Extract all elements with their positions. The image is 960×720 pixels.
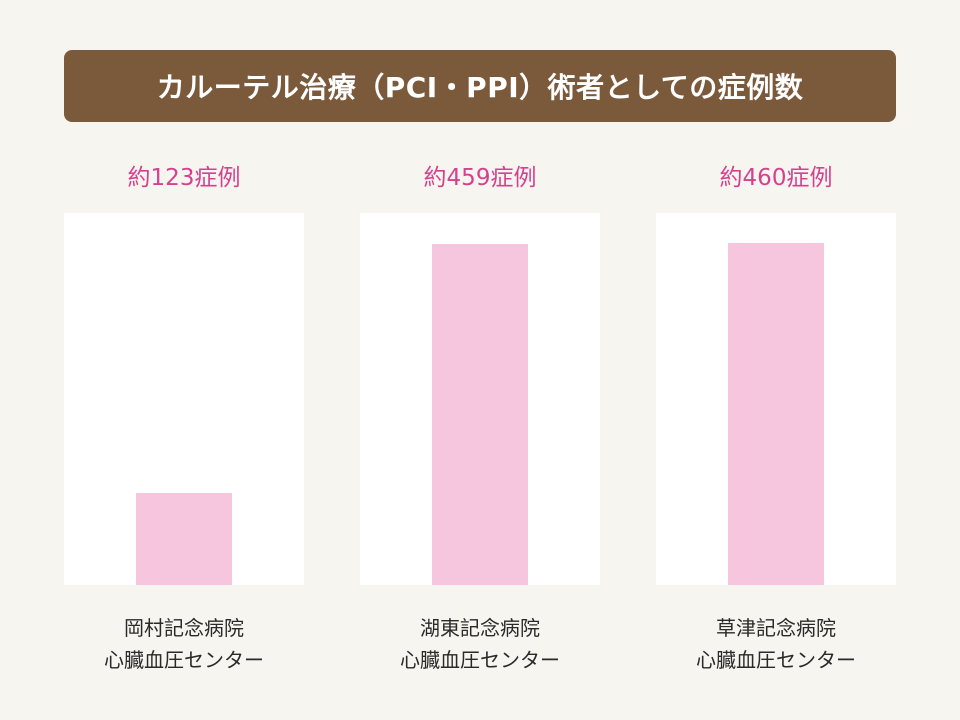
- category-label: 草津記念病院 心臓血圧センター: [656, 612, 896, 676]
- data-label: 約459症例: [423, 165, 537, 191]
- category-label-line: 心臓血圧センター: [400, 648, 560, 672]
- category-label-line: 心臓血圧センター: [104, 648, 264, 672]
- category-label-line: 湖東記念病院: [420, 616, 540, 640]
- chart-title: カルーテル治療（PCI・PPI）術者としての症例数: [156, 71, 804, 104]
- bar: [136, 493, 232, 585]
- category-label-line: 草津記念病院: [716, 616, 836, 640]
- bar: [728, 243, 824, 585]
- category-label: 岡村記念病院 心臓血圧センター: [64, 612, 304, 676]
- category-label-line: 心臓血圧センター: [696, 648, 856, 672]
- bar-panel: [64, 213, 304, 585]
- category-label-line: 岡村記念病院: [124, 616, 244, 640]
- bar: [432, 244, 528, 585]
- bar-panel: [360, 213, 600, 585]
- data-label: 約123症例: [127, 165, 241, 191]
- bar-panel: [656, 213, 896, 585]
- data-label: 約460症例: [719, 165, 833, 191]
- category-label: 湖東記念病院 心臓血圧センター: [360, 612, 600, 676]
- chart-title-bar: カルーテル治療（PCI・PPI）術者としての症例数: [64, 50, 896, 122]
